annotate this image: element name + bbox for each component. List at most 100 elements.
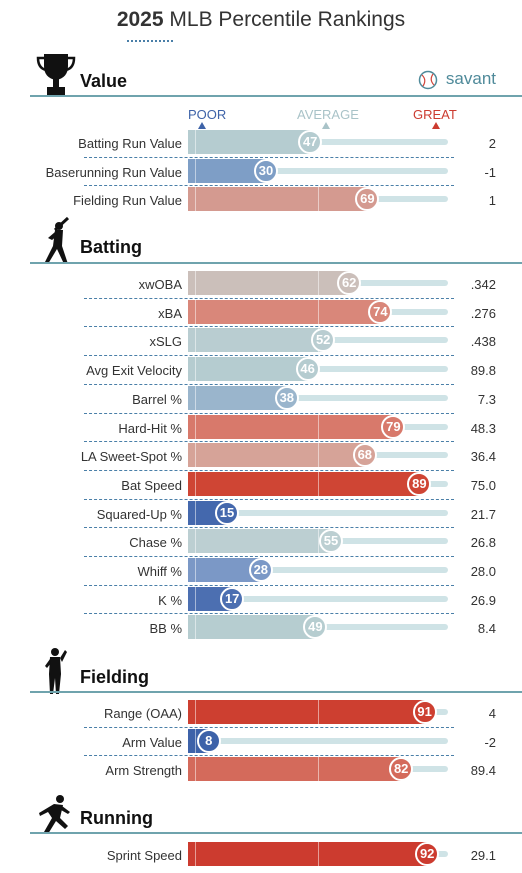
metric-value-range-oaa: 4 [488, 706, 496, 721]
metric-value-bb: 8.4 [477, 621, 496, 637]
refline-range-oaa-0 [194, 700, 196, 724]
section-line-running [30, 832, 522, 834]
row-divider [84, 613, 454, 615]
metric-label-hard-hit: Hard-Hit % [118, 420, 182, 436]
percentile-badge-bb[interactable]: 49 [303, 615, 328, 640]
batter-silhouette-icon [44, 216, 70, 264]
metric-label-range-oaa: Range (OAA) [103, 706, 182, 721]
section-title-batting: Batting [80, 237, 142, 257]
bar-arm-strength[interactable] [188, 757, 402, 782]
metric-label-k: K % [158, 592, 182, 608]
bar-chase[interactable] [188, 529, 331, 554]
bar-baserunning-run-value[interactable] [188, 158, 266, 183]
refline-xba-1 [318, 299, 319, 324]
title-year: 2025 [116, 8, 164, 31]
bar-xba[interactable] [188, 299, 381, 324]
bar-hard-hit[interactable] [188, 414, 394, 439]
row-divider [84, 584, 454, 586]
bar-sprint-speed[interactable] [188, 842, 428, 866]
percentile-badge-baserunning-run-value[interactable]: 30 [254, 158, 278, 183]
metric-label-arm-value: Arm Value [122, 734, 182, 750]
refline-xslg-0 [194, 328, 196, 353]
percentile-badge-sprint-speed[interactable]: 92 [415, 842, 440, 866]
bar-barrel[interactable] [188, 385, 287, 410]
metric-label-whiff: Whiff % [137, 564, 182, 579]
percentile-badge-batting-run-value[interactable]: 47 [298, 130, 323, 154]
percentile-badge-xba[interactable]: 74 [368, 299, 393, 324]
row-divider [84, 326, 454, 328]
legend-average-arrow-icon [322, 122, 330, 129]
percentile-badge-arm-value[interactable]: 8 [196, 728, 221, 753]
metric-value-hard-hit: 48.3 [470, 420, 496, 436]
bar-xslg[interactable] [188, 328, 324, 353]
row-divider [84, 498, 454, 500]
section-line-value [30, 95, 522, 97]
percentile-badge-k[interactable]: 17 [220, 586, 245, 611]
percentile-badge-la-sweet-spot[interactable]: 68 [352, 443, 377, 468]
refline-xba-0 [194, 299, 196, 324]
section-line-batting [30, 262, 522, 264]
bar-range-oaa[interactable] [188, 700, 425, 724]
refline-xwoba-0 [194, 271, 196, 295]
refline-hard-hit-1 [318, 414, 319, 439]
metric-value-k: 26.9 [470, 592, 496, 608]
bar-la-sweet-spot[interactable] [188, 443, 365, 468]
legend-poor-arrow-icon [198, 122, 206, 129]
row-divider [84, 156, 454, 158]
row-divider [84, 755, 454, 757]
refline-whiff-0 [194, 558, 196, 582]
refline-squared-up-0 [194, 500, 196, 525]
metric-value-bat-speed: 75.0 [470, 477, 496, 493]
row-divider [84, 469, 454, 471]
metric-value-baserunning-run-value: -1 [484, 164, 496, 180]
percentile-badge-whiff[interactable]: 28 [248, 558, 273, 582]
percentile-badge-squared-up[interactable]: 15 [215, 500, 239, 525]
percentile-badge-barrel[interactable]: 38 [274, 385, 299, 410]
bar-fielding-run-value[interactable] [188, 187, 368, 212]
percentile-badge-range-oaa[interactable]: 91 [412, 700, 437, 724]
percentile-badge-xwoba[interactable]: 62 [337, 271, 362, 295]
track-whiff [188, 567, 448, 573]
bar-bb[interactable] [188, 615, 316, 640]
metric-value-barrel: 7.3 [477, 391, 496, 407]
legend-great-arrow-icon [432, 122, 440, 129]
row-divider [84, 527, 454, 529]
refline-arm-strength-1 [318, 757, 319, 782]
percentile-badge-hard-hit[interactable]: 79 [381, 414, 406, 439]
percentile-badge-fielding-run-value[interactable]: 69 [355, 187, 380, 212]
title-underline [127, 40, 173, 42]
percentile-badge-chase[interactable]: 55 [319, 529, 343, 554]
metric-value-squared-up: 21.7 [470, 506, 496, 522]
refline-barrel-0 [194, 385, 196, 410]
row-divider [84, 355, 454, 357]
refline-chase-0 [194, 529, 196, 554]
metric-label-bat-speed: Bat Speed [121, 477, 182, 493]
metric-label-chase: Chase % [129, 535, 182, 551]
bar-avg-exit-velocity[interactable] [188, 357, 308, 382]
refline-avg-exit-velocity-0 [194, 357, 196, 382]
bar-bat-speed[interactable] [188, 471, 420, 496]
baseball-icon[interactable] [418, 70, 438, 90]
bar-xwoba[interactable] [188, 271, 350, 295]
percentile-badge-bat-speed[interactable]: 89 [407, 471, 432, 496]
page-title: 2025 MLB Percentile Rankings [0, 8, 522, 32]
savant-brand-link[interactable]: savant [445, 69, 496, 88]
row-divider [84, 185, 454, 187]
refline-arm-value-0 [194, 728, 196, 753]
row-divider [84, 383, 454, 385]
percentile-badge-xslg[interactable]: 52 [311, 328, 336, 353]
percentile-badge-arm-strength[interactable]: 82 [389, 757, 414, 782]
refline-bat-speed-1 [318, 471, 319, 496]
metric-value-sprint-speed: 29.1 [470, 848, 496, 863]
trophy-icon [36, 54, 76, 96]
track-k [188, 595, 448, 602]
refline-k-0 [194, 586, 196, 611]
runner-silhouette-icon [39, 795, 70, 834]
section-title-running: Running [80, 808, 153, 828]
percentile-badge-avg-exit-velocity[interactable]: 46 [295, 357, 320, 382]
metric-value-batting-run-value: 2 [488, 136, 496, 151]
row-divider [84, 412, 454, 414]
metric-label-bb: BB % [149, 621, 182, 637]
bar-batting-run-value[interactable] [188, 130, 311, 154]
bar-whiff[interactable] [188, 558, 261, 582]
